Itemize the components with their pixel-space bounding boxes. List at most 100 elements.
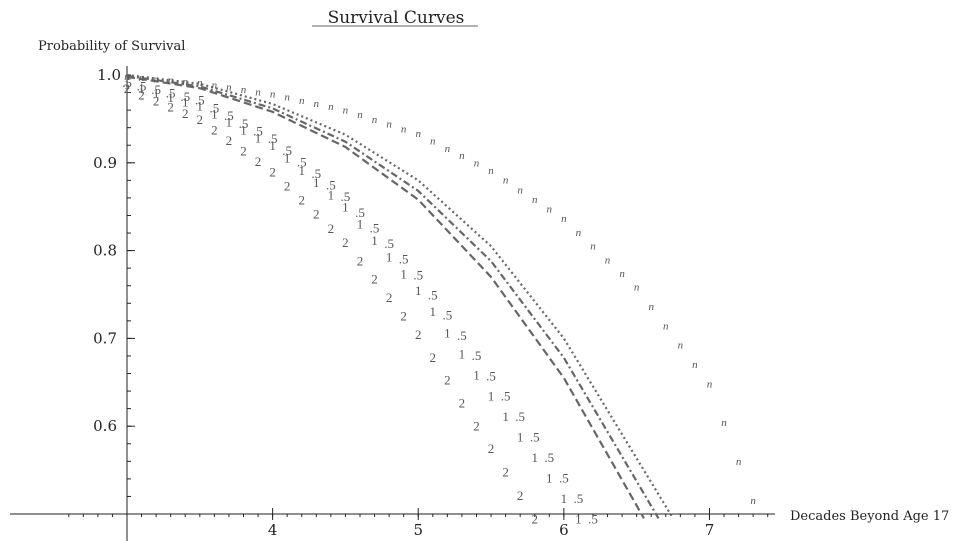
- series-1-marker: 2: [517, 488, 524, 503]
- series-1-marker: 2: [400, 309, 407, 324]
- series-1-marker: 2: [415, 327, 422, 342]
- series-7-marker: n: [372, 114, 378, 126]
- series-1-marker: 2: [357, 253, 364, 268]
- series-7-marker: n: [605, 254, 611, 266]
- series-1-marker: 2: [269, 165, 276, 180]
- series-7-marker: n: [343, 104, 349, 116]
- series-7-marker: n: [401, 123, 407, 135]
- series-7-marker: n: [692, 359, 698, 371]
- series-7-marker: n: [547, 204, 553, 216]
- series-2-marker: 1: [342, 200, 349, 215]
- series-7-marker: n: [430, 135, 436, 147]
- series-7-marker: n: [168, 75, 174, 87]
- series-7-marker: n: [212, 79, 218, 91]
- x-tick-label: 7: [705, 521, 715, 539]
- y-axis-label: Probability of Survival: [38, 39, 185, 54]
- chart-title: Survival Curves: [328, 8, 465, 28]
- series-1-marker: 2: [153, 93, 160, 108]
- series-1-marker: 2: [342, 235, 349, 250]
- series-3-marker: .5: [195, 93, 205, 108]
- series-3-marker: .5: [137, 79, 147, 94]
- series-1-marker: 2: [197, 112, 204, 127]
- series-7-marker: n: [648, 301, 654, 313]
- x-axis-label: Decades Beyond Age 17: [790, 509, 949, 524]
- x-tick-label: 4: [268, 521, 278, 539]
- series-2-marker: 1: [255, 130, 262, 145]
- series-2-marker: 1: [517, 429, 524, 444]
- series-3-marker: .5: [297, 154, 307, 169]
- series-2-marker: 1: [167, 90, 174, 105]
- series-1-marker: 2: [386, 290, 393, 305]
- series-2-marker: 1: [502, 409, 509, 424]
- series-3-marker: .5: [180, 89, 190, 104]
- series-7-marker: n: [328, 101, 334, 113]
- series-3-marker: .5: [574, 491, 584, 506]
- series-7-marker: n: [590, 241, 596, 253]
- series-3-marker: .5: [559, 471, 569, 486]
- series-7-marker: n: [561, 213, 567, 225]
- series-3-marker: .5: [472, 348, 482, 363]
- series-3-marker: .5: [341, 189, 351, 204]
- series-2-marker: 1: [430, 304, 437, 319]
- y-tick-label: 0.7: [93, 329, 117, 347]
- series-2-marker: 1: [357, 216, 364, 231]
- series-7-marker: n: [284, 92, 290, 104]
- series-7-marker: n: [299, 95, 305, 107]
- series-2-marker: 1: [371, 233, 378, 248]
- series-3-marker: .5: [515, 409, 525, 424]
- series-2-marker: 1: [298, 163, 305, 178]
- y-tick-label: 0.8: [93, 242, 117, 260]
- series-2-marker: 1: [197, 99, 204, 114]
- series-1-marker: 2: [430, 350, 437, 365]
- series-1-marker: 2: [473, 418, 480, 433]
- y-tick-label: 1.0: [97, 66, 121, 84]
- series-6-line: [126, 73, 675, 519]
- series-3-marker: .5: [268, 131, 278, 146]
- series-1-marker: 2: [226, 133, 233, 148]
- series-7-marker: n: [445, 143, 451, 155]
- series-7-marker: n: [619, 268, 625, 280]
- series-7-marker: n: [459, 150, 465, 162]
- series-3-marker: .5: [413, 267, 423, 282]
- series-2-marker: 1: [386, 250, 393, 265]
- series-7-marker: n: [634, 282, 640, 294]
- series-7-marker: n: [736, 456, 742, 468]
- series-3-marker: .5: [428, 288, 438, 303]
- series-2-marker: 1: [575, 511, 582, 526]
- series-1-marker: 2: [255, 154, 262, 169]
- series-2-marker: 1: [269, 138, 276, 153]
- series-1-marker: 2: [531, 511, 538, 526]
- series-1-marker: 2: [488, 441, 495, 456]
- series-7-marker: n: [255, 86, 261, 98]
- series-2-marker: 1: [415, 283, 422, 298]
- series-7-marker: n: [488, 165, 494, 177]
- series-1-marker: 2: [328, 221, 335, 236]
- series-2-marker: 1: [313, 175, 320, 190]
- series-2-marker: 1: [138, 81, 145, 96]
- y-tick-label: 0.9: [93, 154, 117, 172]
- series-2-marker: 1: [531, 450, 538, 465]
- y-tick-label: 0.6: [93, 417, 117, 435]
- series-2-marker: 1: [546, 470, 553, 485]
- series-3-marker: .5: [326, 178, 336, 193]
- series-2-marker: 1: [124, 77, 131, 92]
- series-1-marker: 2: [459, 395, 466, 410]
- series-1-marker: 2: [124, 81, 131, 96]
- series-3-marker: .5: [209, 100, 219, 115]
- series-7-marker: n: [532, 194, 538, 206]
- series-3-marker: .5: [399, 252, 409, 267]
- series-2-marker: 1: [488, 388, 495, 403]
- series-7-marker: n: [678, 340, 684, 352]
- series-1-marker: 2: [182, 106, 189, 121]
- series-1-marker: 2: [240, 144, 247, 159]
- series-3-marker: .5: [166, 86, 176, 101]
- series-4-line: [126, 75, 645, 519]
- series-3-marker: .5: [282, 143, 292, 158]
- series-7-marker: n: [517, 184, 523, 196]
- series-1-marker: 2: [313, 207, 320, 222]
- series-3-marker: .5: [151, 82, 161, 97]
- series-7-marker: n: [750, 495, 756, 507]
- series-1-marker: 2: [371, 272, 378, 287]
- series-7-marker: n: [226, 82, 232, 94]
